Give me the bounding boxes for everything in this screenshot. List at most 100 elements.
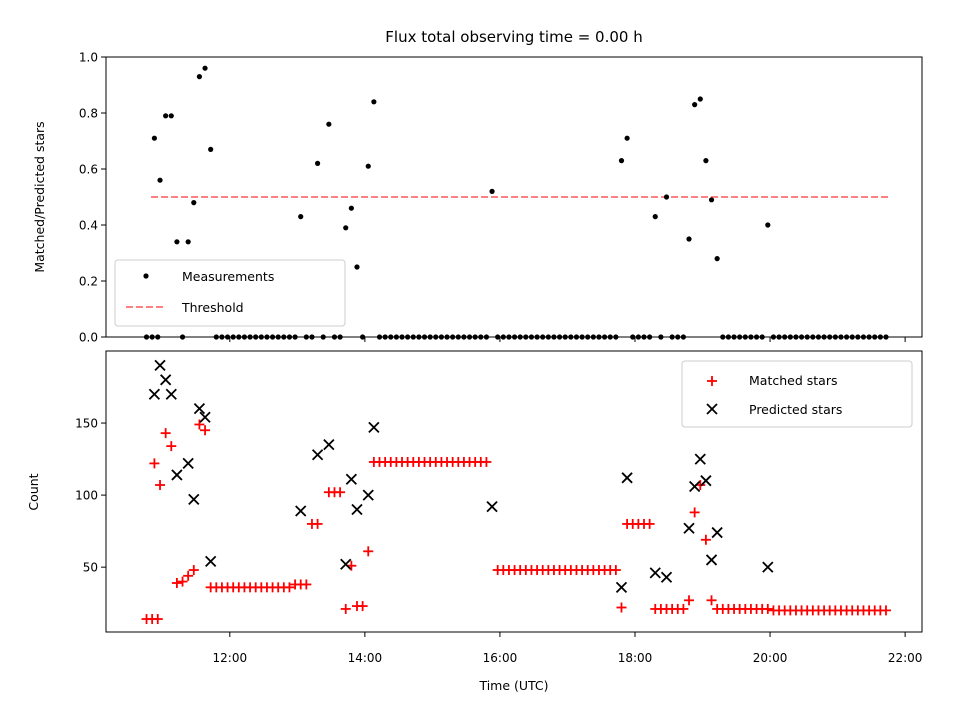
measurement-point	[168, 113, 174, 119]
bottom-legend-box	[681, 360, 913, 428]
matched-star-point	[166, 441, 177, 452]
predicted-star-point	[295, 505, 307, 517]
measurement-point	[765, 222, 771, 228]
predicted-star-point	[165, 388, 177, 400]
matched-star-point	[481, 456, 492, 467]
measurement-point	[489, 188, 495, 194]
matched-star-point	[880, 605, 891, 616]
predicted-star-point	[311, 449, 324, 461]
measurement-point	[298, 214, 304, 220]
predicted-star-point	[323, 439, 335, 451]
predicted-star-point	[660, 571, 673, 583]
matched-star-point	[340, 603, 351, 614]
matched-star-point	[706, 595, 717, 606]
matched-star-point	[152, 614, 163, 625]
top-y-tick-label: 0.6	[79, 163, 98, 177]
measurement-point	[185, 239, 191, 245]
legend-predicted-label: Predicted stars	[749, 402, 842, 417]
predicted-star-point	[711, 526, 723, 539]
top-legend: Measurements Threshold	[114, 259, 346, 327]
measurement-point	[163, 113, 169, 119]
legend-measurements-label: Measurements	[182, 269, 274, 284]
matched-star-point	[312, 518, 323, 529]
matched-star-point	[644, 518, 655, 529]
measurement-point	[208, 146, 214, 152]
measurement-point	[652, 214, 658, 220]
matched-star-point	[684, 595, 695, 606]
legend-measurement-marker	[143, 273, 149, 279]
top-y-tick-label: 0.2	[79, 275, 98, 289]
matched-star-point	[616, 602, 627, 613]
predicted-star-point	[362, 489, 374, 501]
matched-star-point	[183, 570, 194, 581]
x-tick-label: 16:00	[483, 651, 518, 665]
predicted-star-point	[700, 475, 712, 487]
predicted-star-point	[683, 522, 695, 534]
matched-star-point	[155, 480, 166, 491]
matched-star-point	[188, 565, 199, 576]
bottom-y-tick-label: 50	[83, 561, 98, 575]
predicted-star-point	[154, 359, 166, 372]
x-tick-label: 14:00	[348, 651, 383, 665]
top-axes-frame	[105, 56, 923, 338]
measurement-point	[202, 65, 208, 71]
top-y-tick-label: 1.0	[79, 51, 98, 65]
predicted-star-point	[368, 421, 380, 434]
top-legend-box	[114, 259, 346, 327]
predicted-star-point	[762, 561, 774, 573]
predicted-star-point	[621, 472, 633, 484]
matched-star-point	[363, 546, 374, 557]
predicted-star-point	[615, 581, 628, 593]
matched-star-point	[171, 578, 182, 589]
top-y-tick-label: 0.8	[79, 107, 98, 121]
predicted-star-point	[705, 554, 718, 566]
bottom-y-tick-label: 100	[75, 489, 98, 503]
predicted-star-point	[171, 469, 183, 481]
top-y-axis-label: Matched/Predicted stars	[32, 121, 47, 272]
measurement-point	[151, 135, 157, 141]
matched-star-point	[335, 487, 346, 498]
x-axis-label: Time (UTC)	[478, 678, 548, 693]
predicted-star-point	[649, 567, 661, 579]
predicted-star-point	[694, 453, 706, 465]
x-tick-label: 18:00	[618, 651, 653, 665]
measurement-point	[343, 225, 349, 231]
matched-star-point	[678, 603, 689, 614]
predicted-star-point	[188, 493, 200, 506]
bottom-y-ticks: 50 100 150	[75, 417, 106, 575]
predicted-star-points	[148, 359, 774, 593]
bottom-y-axis-label: Count	[26, 473, 41, 510]
x-tick-label: 20:00	[753, 651, 788, 665]
measurement-point	[703, 158, 709, 164]
measurement-point	[686, 236, 692, 242]
bottom-legend: Matched stars Predicted stars	[681, 360, 913, 428]
measurement-point	[314, 160, 321, 166]
matched-star-point	[357, 601, 368, 612]
x-tick-label: 22:00	[888, 651, 923, 665]
measurement-point	[663, 194, 670, 200]
legend-threshold-label: Threshold	[181, 300, 244, 315]
predicted-star-point	[689, 480, 701, 493]
measurement-point	[196, 74, 203, 80]
top-y-tick-label: 0.0	[79, 331, 98, 345]
matched-star-points	[141, 419, 891, 625]
top-axes: 0.0 0.2 0.4 0.6 0.8 1.0 Matched/Predicted sta…	[32, 51, 923, 345]
measurement-point	[624, 135, 630, 141]
predicted-star-point	[199, 411, 211, 423]
measurement-point	[326, 121, 332, 127]
measurement-point	[348, 205, 354, 211]
matched-star-point	[762, 603, 773, 614]
predicted-star-point	[205, 555, 217, 568]
legend-matched-label: Matched stars	[749, 373, 837, 388]
measurement-point	[714, 256, 720, 262]
measurement-point	[365, 163, 371, 169]
measurement-point	[697, 96, 703, 102]
predicted-star-point	[345, 473, 357, 485]
matched-star-point	[149, 458, 160, 469]
matched-star-point	[700, 534, 711, 545]
matched-star-point	[301, 579, 312, 590]
matched-star-point	[194, 419, 205, 430]
matched-star-point	[689, 507, 700, 518]
